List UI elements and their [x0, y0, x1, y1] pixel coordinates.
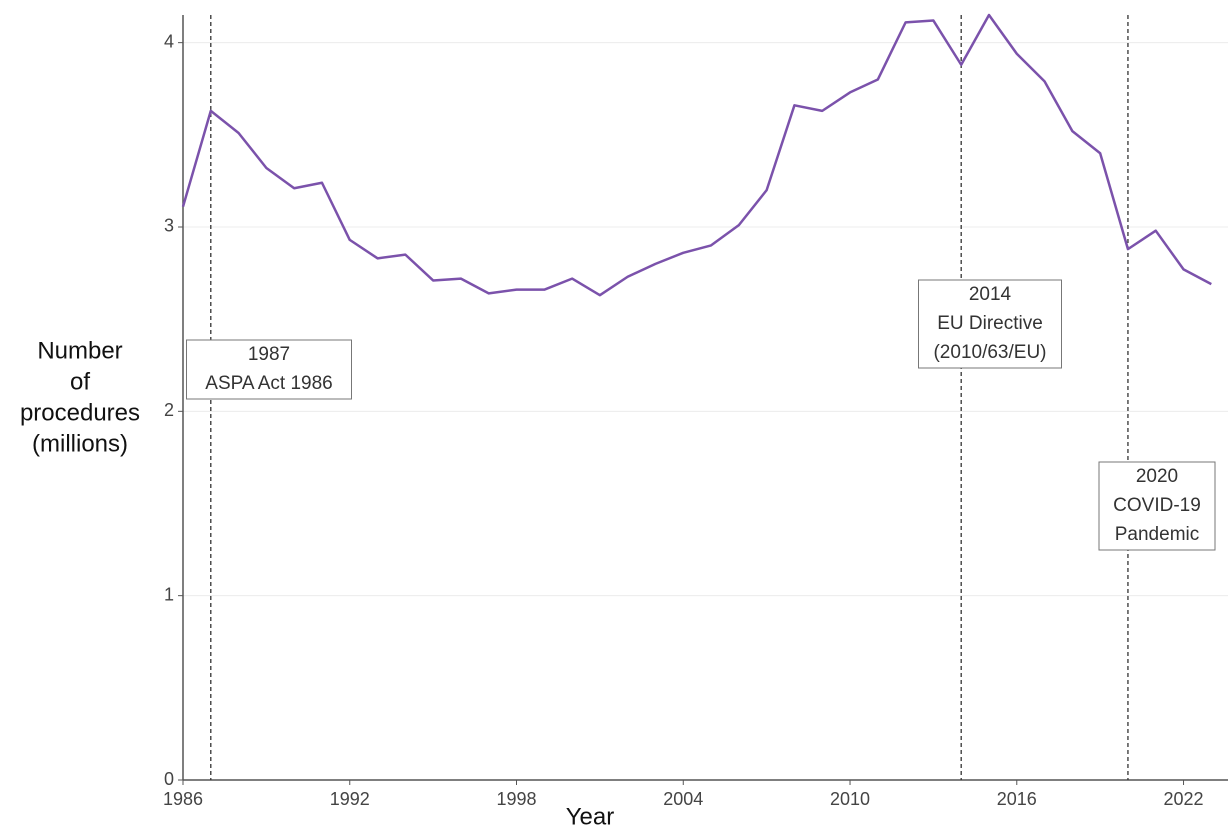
x-tick-label: 2016 [997, 789, 1037, 809]
x-tick-label: 2010 [830, 789, 870, 809]
annotation-text: Pandemic [1115, 524, 1200, 545]
x-tick-label: 1992 [330, 789, 370, 809]
annotation-box [1098, 461, 1216, 551]
x-tick-label: 2022 [1164, 789, 1204, 809]
annotation-box [918, 279, 1062, 369]
annotation-text: 2014 [969, 284, 1012, 305]
x-tick-label: 1986 [163, 789, 203, 809]
y-tick-label: 4 [164, 31, 174, 51]
annotation-text: 1987 [248, 344, 290, 365]
y-tick-label: 2 [164, 400, 174, 420]
y-tick-label: 0 [164, 769, 174, 789]
x-tick-label: 1998 [496, 789, 536, 809]
data-line [181, 13, 1212, 297]
y-tick-label: 1 [164, 584, 174, 604]
y-axis-label: Number [37, 337, 122, 364]
y-axis-label: procedures [20, 399, 140, 426]
y-tick-label: 3 [164, 216, 174, 236]
annotation-box [186, 339, 352, 400]
annotation-text: COVID-19 [1113, 495, 1201, 516]
annotation-text: 2020 [1136, 466, 1178, 487]
annotation-text: ASPA Act 1986 [205, 373, 332, 394]
annotation-text: EU Directive [937, 313, 1043, 334]
x-axis-label: Year [566, 803, 615, 828]
x-tick-label: 2004 [663, 789, 703, 809]
y-axis-label: of [70, 368, 90, 395]
annotation-text: (2010/63/EU) [933, 342, 1046, 363]
y-axis-label: (millions) [32, 430, 128, 457]
